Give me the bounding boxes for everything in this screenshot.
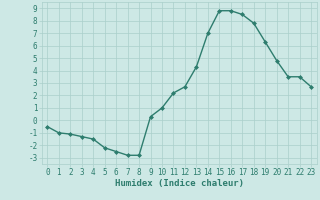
X-axis label: Humidex (Indice chaleur): Humidex (Indice chaleur) <box>115 179 244 188</box>
